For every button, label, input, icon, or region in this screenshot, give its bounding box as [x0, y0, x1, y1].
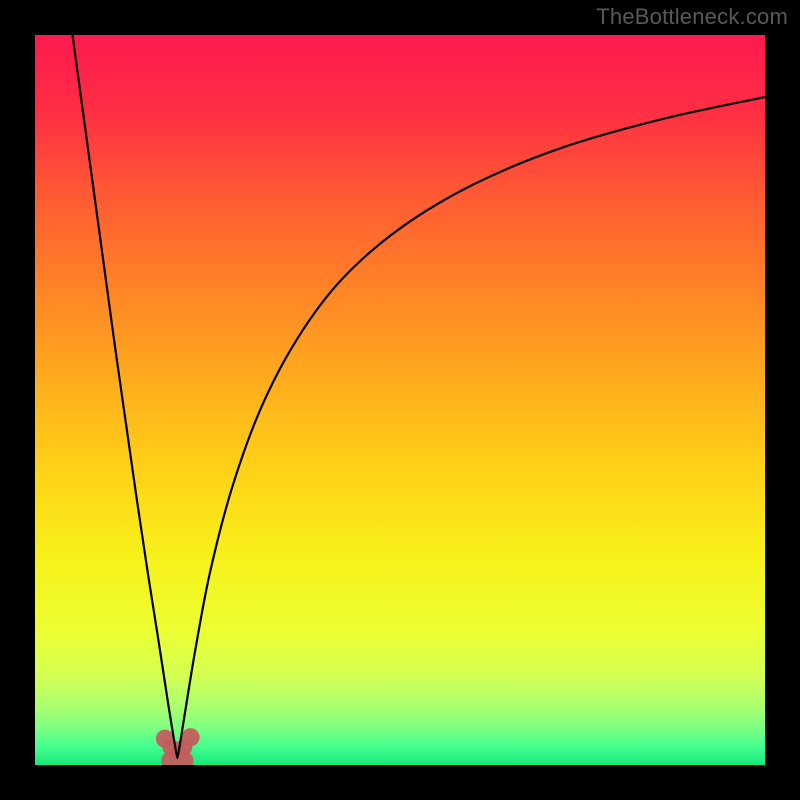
watermark-text: TheBottleneck.com: [596, 4, 788, 30]
plot-area: [35, 35, 765, 765]
chart-frame: TheBottleneck.com: [0, 0, 800, 800]
gradient-background: [35, 35, 765, 765]
plot-svg: [35, 35, 765, 765]
